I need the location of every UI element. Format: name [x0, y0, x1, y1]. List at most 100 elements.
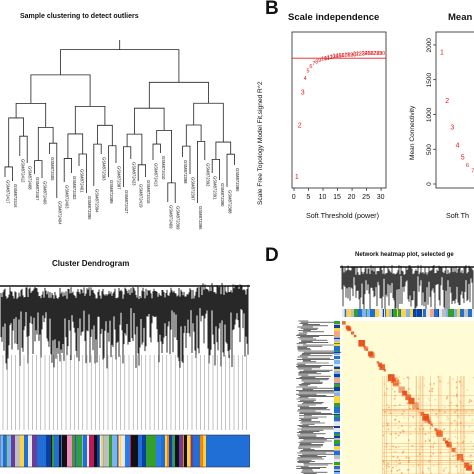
top-module-strip: [468, 309, 471, 317]
heatmap-cell: [423, 377, 426, 380]
heatmap-cell: [398, 420, 400, 423]
top-module-strip: [416, 309, 417, 317]
dendrogram-link: [15, 102, 47, 128]
top-module-strip: [367, 309, 368, 317]
module-colour-segment: [52, 435, 54, 467]
y-tick-label: 0: [426, 182, 433, 186]
heatmap-cell: [431, 388, 433, 390]
sample-label: GSM872413: [154, 163, 159, 187]
top-module-strip: [385, 309, 386, 317]
heatmap-cell: [394, 395, 396, 398]
left-module-strip: [334, 359, 340, 360]
heatmap-cell: [394, 423, 397, 425]
left-module-strip: [334, 396, 340, 400]
module-colour-segment: [120, 435, 121, 467]
power-point-label: 5: [307, 69, 310, 75]
heatmap-cell: [395, 415, 398, 418]
heatmap-cell: [456, 453, 464, 461]
power-point-label: 19: [347, 52, 353, 58]
heatmap-cell: [472, 472, 474, 474]
heatmap-cell: [453, 419, 456, 422]
left-y-axis-label: Scale Free Topology Model Fit,signed R^2: [257, 81, 264, 205]
module-colour-segment: [67, 435, 72, 467]
module-colour-segment: [230, 435, 235, 467]
mean-connectivity-title: Mean: [448, 12, 473, 23]
heatmap-cell: [470, 454, 472, 457]
network-heatmap-title: Network heatmap plot, selected ge: [355, 252, 454, 258]
sample-label: GSM872392: [205, 163, 210, 187]
top-module-strip: [400, 309, 401, 317]
left-module-strip: [334, 356, 340, 359]
top-module-strip: [358, 309, 362, 317]
module-colour-segment: [61, 435, 62, 467]
top-module-strip: [445, 309, 446, 317]
heatmap-cell: [447, 382, 449, 384]
heatmap-cell: [402, 390, 408, 396]
heatmap-cell: [406, 376, 409, 379]
heatmap-cell: [353, 334, 357, 338]
heatmap-cell: [431, 390, 433, 393]
module-colour-segment: [89, 435, 94, 467]
module-colour-segment: [121, 435, 125, 467]
sample-label: GSM872397: [191, 177, 196, 201]
sample-label: GSM872401: [80, 169, 85, 193]
left-module-strip: [334, 383, 340, 384]
heatmap-cell: [412, 465, 415, 467]
module-colour-segment: [175, 435, 179, 467]
heatmap-cell: [395, 460, 397, 463]
dendrogram-link: [148, 81, 209, 109]
heatmap-cell: [342, 321, 346, 325]
heatmap-cell: [405, 456, 408, 459]
left-module-strip: [334, 377, 340, 378]
heatmap-cell: [469, 399, 471, 402]
power-point-label: 22: [356, 52, 362, 58]
heatmap-cell: [433, 383, 435, 385]
heatmap-cell: [411, 445, 414, 447]
power-point-label: 23: [359, 52, 365, 58]
sample-label: GSM872406: [43, 181, 48, 205]
heatmap-cell: [395, 381, 398, 383]
top-module-strip: [362, 309, 366, 317]
heatmap-cell: [453, 395, 455, 397]
module-colour-segment: [125, 435, 130, 467]
dendrogram-link: [134, 107, 165, 135]
module-colour-segment: [109, 435, 112, 467]
heatmap-cell: [391, 388, 394, 390]
left-plot-frame: [291, 31, 387, 189]
heatmap-cell: [455, 404, 457, 406]
heatmap-cell: [427, 431, 430, 434]
dendrogram-link: [8, 117, 24, 167]
module-colour-segment: [6, 435, 7, 467]
dendrogram-link: [30, 74, 91, 107]
heatmap-cell: [396, 377, 399, 380]
power-point-label: 1: [295, 174, 299, 181]
power-point-label: 4: [304, 76, 307, 82]
heatmap-cell: [432, 425, 434, 427]
power-point-label: 6: [309, 64, 312, 70]
module-colour-segment: [62, 435, 67, 467]
power-point-label: 25: [365, 51, 371, 57]
top-module-strip: [397, 309, 398, 317]
power-point-label: 27: [370, 51, 376, 57]
heatmap-cell: [446, 418, 448, 421]
power-point-label: 15: [336, 54, 342, 60]
left-module-strip: [334, 450, 340, 451]
heatmap-cell: [408, 468, 410, 471]
left-module-strip: [334, 331, 340, 335]
heatmap-cell: [387, 428, 390, 431]
heatmap-cell: [358, 340, 361, 343]
top-module-strip: [346, 309, 347, 317]
top-module-strip: [448, 309, 451, 317]
heatmap-cell: [454, 428, 457, 431]
sample-label: GSM872415: [146, 180, 151, 204]
heatmap-cell: [454, 462, 456, 464]
left-module-strip: [334, 414, 340, 415]
top-module-strip: [383, 309, 384, 317]
top-module-strip: [423, 309, 426, 317]
module-colour-segment: [99, 435, 100, 467]
module-colour-segment: [42, 435, 46, 467]
power-point-label: 20: [350, 52, 356, 58]
heatmap-cell: [455, 454, 457, 457]
module-colour-segment: [146, 435, 151, 467]
left-module-strip: [334, 466, 340, 469]
